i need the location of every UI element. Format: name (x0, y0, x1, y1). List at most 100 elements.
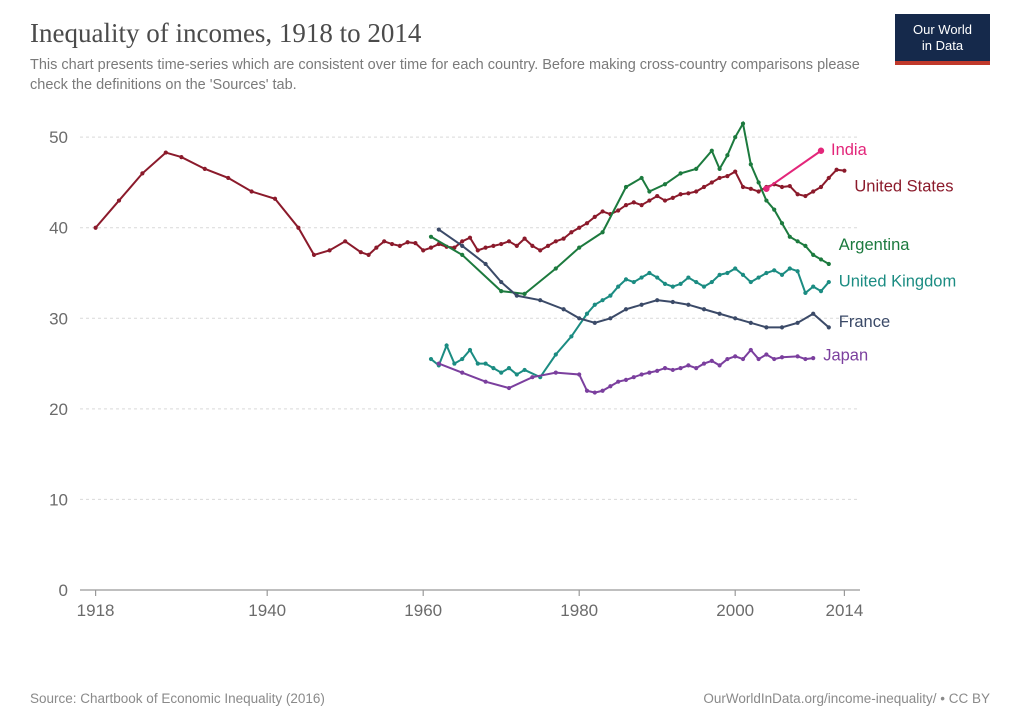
series-point-united-states-2[interactable] (140, 171, 144, 175)
series-point-united-kingdom-45[interactable] (811, 285, 815, 289)
series-point-united-states-9[interactable] (296, 226, 300, 230)
series-point-united-states-62[interactable] (741, 185, 745, 189)
series-point-united-kingdom-2[interactable] (445, 343, 449, 347)
series-point-united-states-47[interactable] (624, 203, 628, 207)
series-point-united-states-4[interactable] (179, 155, 183, 159)
series-point-argentina-16[interactable] (733, 135, 737, 139)
series-point-japan-28[interactable] (749, 348, 753, 352)
series-point-united-kingdom-8[interactable] (491, 366, 495, 370)
series-point-france-8[interactable] (593, 321, 597, 325)
series-point-france-0[interactable] (437, 227, 441, 231)
series-point-united-kingdom-7[interactable] (484, 361, 488, 365)
series-point-united-states-53[interactable] (671, 196, 675, 200)
series-point-united-states-40[interactable] (569, 230, 573, 234)
series-point-united-kingdom-5[interactable] (468, 348, 472, 352)
series-point-united-states-54[interactable] (679, 192, 683, 196)
series-point-united-states-70[interactable] (803, 194, 807, 198)
series-point-united-states-68[interactable] (788, 184, 792, 188)
series-point-united-states-26[interactable] (460, 239, 464, 243)
series-point-argentina-17[interactable] (741, 121, 745, 125)
series-point-united-states-1[interactable] (117, 198, 121, 202)
series-point-united-states-27[interactable] (468, 236, 472, 240)
series-point-argentina-2[interactable] (499, 289, 503, 293)
series-point-united-states-51[interactable] (655, 194, 659, 198)
series-point-japan-2[interactable] (484, 380, 488, 384)
series-point-japan-4[interactable] (530, 375, 534, 379)
series-point-united-states-28[interactable] (476, 248, 480, 252)
series-point-france-7[interactable] (577, 316, 581, 320)
series-point-united-states-71[interactable] (811, 189, 815, 193)
series-point-france-1[interactable] (460, 244, 464, 248)
series-point-argentina-0[interactable] (429, 235, 433, 239)
series-point-argentina-6[interactable] (601, 230, 605, 234)
series-point-argentina-7[interactable] (624, 185, 628, 189)
series-point-france-3[interactable] (499, 280, 503, 284)
series-point-united-states-32[interactable] (507, 239, 511, 243)
series-point-united-kingdom-28[interactable] (679, 282, 683, 286)
series-point-argentina-13[interactable] (710, 149, 714, 153)
series-point-argentina-11[interactable] (679, 171, 683, 175)
series-point-united-kingdom-9[interactable] (499, 371, 503, 375)
series-point-united-states-39[interactable] (562, 237, 566, 241)
series-point-united-states-12[interactable] (343, 239, 347, 243)
series-point-united-kingdom-29[interactable] (686, 275, 690, 279)
series-point-united-states-49[interactable] (640, 203, 644, 207)
series-point-japan-5[interactable] (554, 371, 558, 375)
series-point-united-states-44[interactable] (601, 209, 605, 213)
series-point-united-states-42[interactable] (585, 221, 589, 225)
series-point-argentina-1[interactable] (460, 253, 464, 257)
series-point-france-20[interactable] (780, 325, 784, 329)
series-point-france-21[interactable] (796, 321, 800, 325)
series-point-united-kingdom-34[interactable] (725, 271, 729, 275)
series-point-united-states-69[interactable] (796, 192, 800, 196)
series-point-united-kingdom-26[interactable] (663, 282, 667, 286)
series-point-united-kingdom-16[interactable] (585, 312, 589, 316)
series-point-japan-0[interactable] (437, 361, 441, 365)
series-point-france-14[interactable] (686, 303, 690, 307)
series-point-united-states-33[interactable] (515, 244, 519, 248)
series-point-united-states-55[interactable] (686, 191, 690, 195)
series-point-united-states-6[interactable] (226, 176, 230, 180)
series-point-united-states-57[interactable] (702, 185, 706, 189)
series-point-japan-35[interactable] (811, 356, 815, 360)
series-point-united-kingdom-24[interactable] (647, 271, 651, 275)
series-point-india-1[interactable] (818, 148, 824, 154)
series-line-japan[interactable] (439, 350, 813, 393)
series-point-japan-1[interactable] (460, 371, 464, 375)
series-point-france-4[interactable] (515, 294, 519, 298)
series-point-argentina-3[interactable] (523, 292, 527, 296)
series-point-united-kingdom-31[interactable] (702, 285, 706, 289)
series-point-japan-10[interactable] (608, 384, 612, 388)
series-point-united-kingdom-44[interactable] (803, 291, 807, 295)
series-point-united-states-63[interactable] (749, 187, 753, 191)
series-point-united-states-75[interactable] (842, 169, 846, 173)
series-point-japan-7[interactable] (585, 389, 589, 393)
series-point-united-states-50[interactable] (647, 198, 651, 202)
series-point-united-kingdom-15[interactable] (569, 334, 573, 338)
series-point-japan-18[interactable] (671, 368, 675, 372)
series-point-united-states-16[interactable] (382, 239, 386, 243)
series-point-united-states-10[interactable] (312, 253, 316, 257)
series-point-argentina-12[interactable] (694, 167, 698, 171)
series-point-argentina-15[interactable] (725, 153, 729, 157)
series-point-france-19[interactable] (764, 325, 768, 329)
series-point-france-17[interactable] (733, 316, 737, 320)
series-point-argentina-8[interactable] (640, 176, 644, 180)
series-point-united-states-58[interactable] (710, 180, 714, 184)
series-point-united-kingdom-0[interactable] (429, 357, 433, 361)
series-point-france-10[interactable] (624, 307, 628, 311)
series-point-argentina-19[interactable] (757, 180, 761, 184)
series-point-japan-32[interactable] (780, 355, 784, 359)
series-point-argentina-14[interactable] (718, 167, 722, 171)
series-point-united-states-19[interactable] (406, 240, 410, 244)
series-point-united-kingdom-3[interactable] (452, 361, 456, 365)
series-point-united-states-41[interactable] (577, 226, 581, 230)
series-point-japan-13[interactable] (632, 375, 636, 379)
series-point-united-kingdom-43[interactable] (796, 269, 800, 273)
series-point-france-5[interactable] (538, 298, 542, 302)
series-point-france-16[interactable] (718, 312, 722, 316)
series-point-united-states-60[interactable] (725, 174, 729, 178)
series-point-argentina-27[interactable] (819, 257, 823, 261)
series-line-india[interactable] (766, 151, 821, 189)
series-point-united-states-64[interactable] (757, 189, 761, 193)
